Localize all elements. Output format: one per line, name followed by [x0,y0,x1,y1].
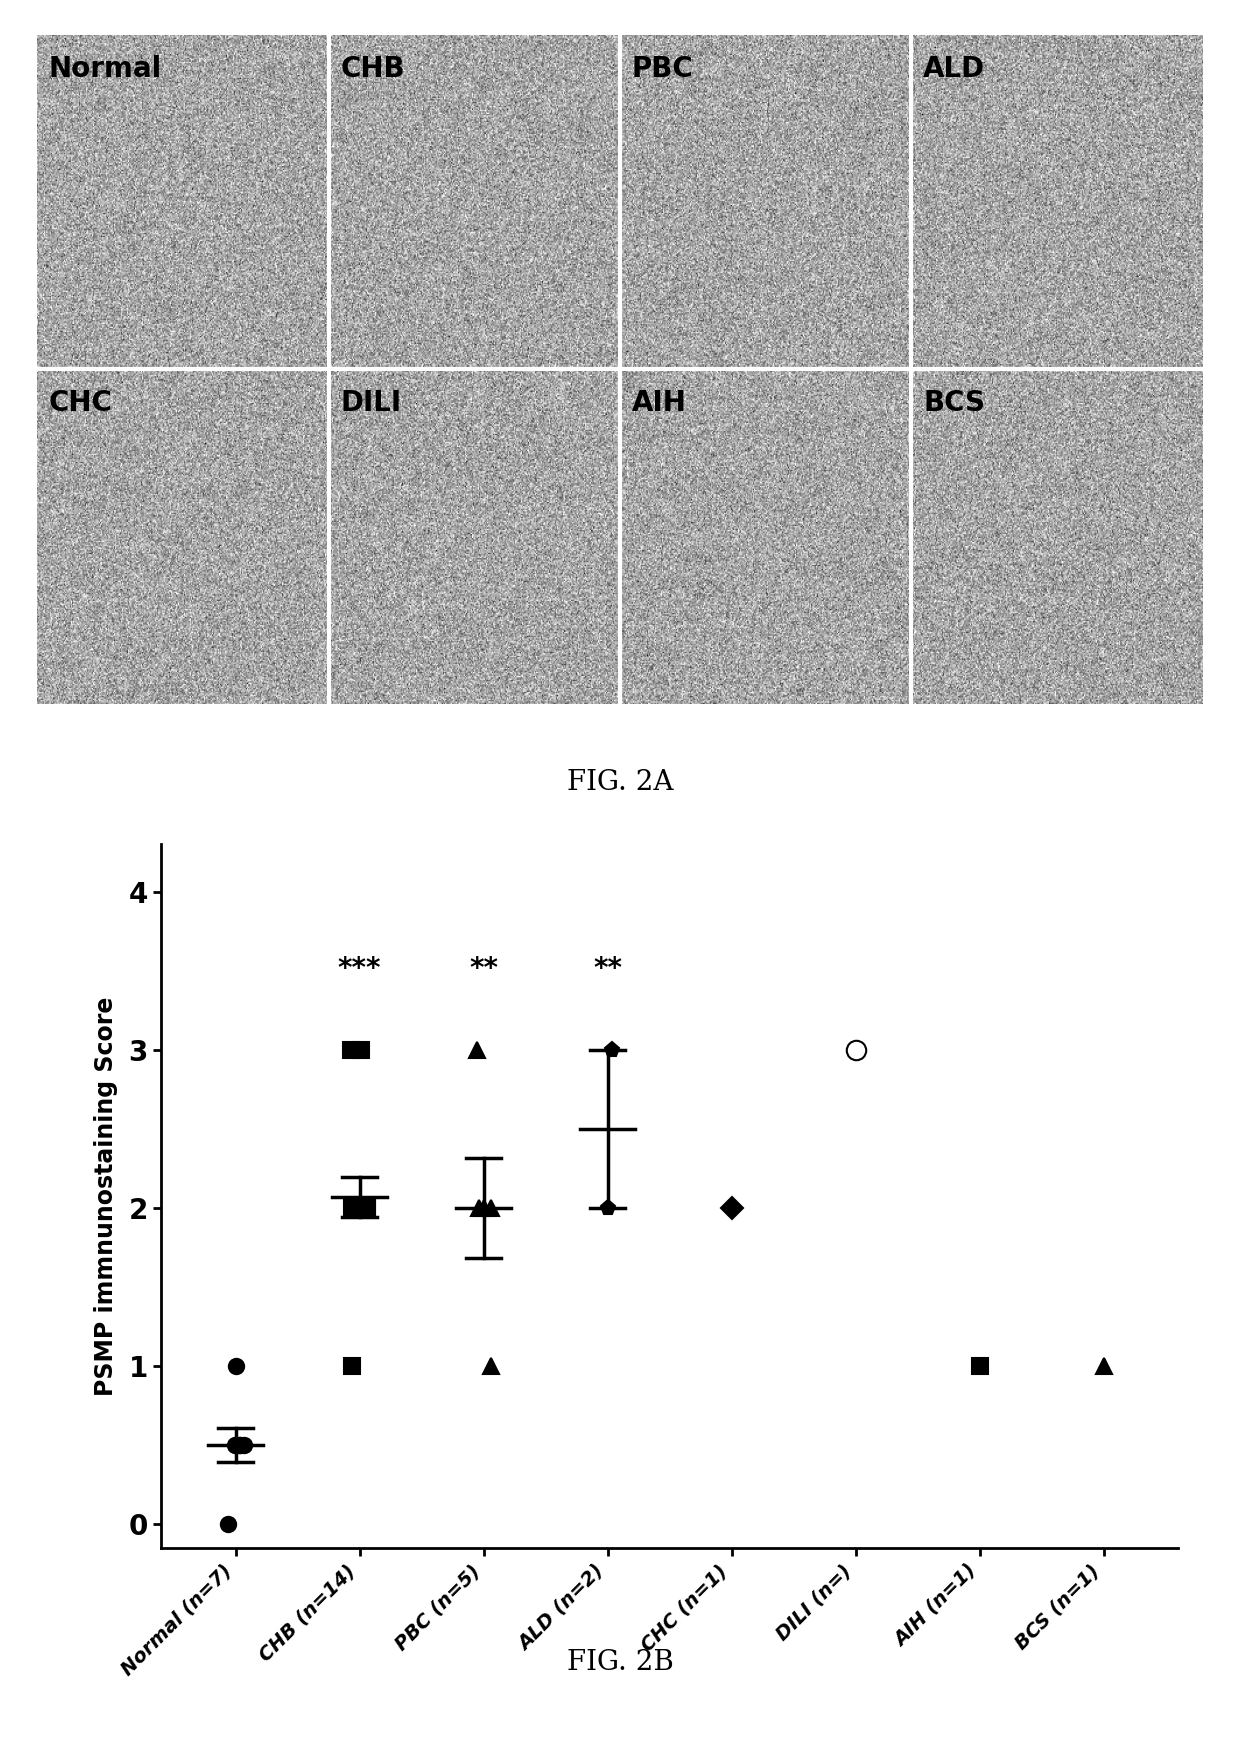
Y-axis label: PSMP immnunostaining Score: PSMP immnunostaining Score [93,996,118,1397]
Text: **: ** [593,955,622,983]
Text: FIG. 2A: FIG. 2A [567,769,673,797]
Text: AIH: AIH [631,389,687,417]
Text: BCS: BCS [923,389,985,417]
Text: DILI: DILI [340,389,402,417]
Text: **: ** [469,955,498,983]
Text: FIG. 2B: FIG. 2B [567,1648,673,1676]
Text: ***: *** [337,955,382,983]
Text: ALD: ALD [923,55,986,83]
Text: Normal: Normal [48,55,162,83]
Text: CHC: CHC [48,389,113,417]
Text: CHB: CHB [340,55,405,83]
Text: PBC: PBC [631,55,693,83]
